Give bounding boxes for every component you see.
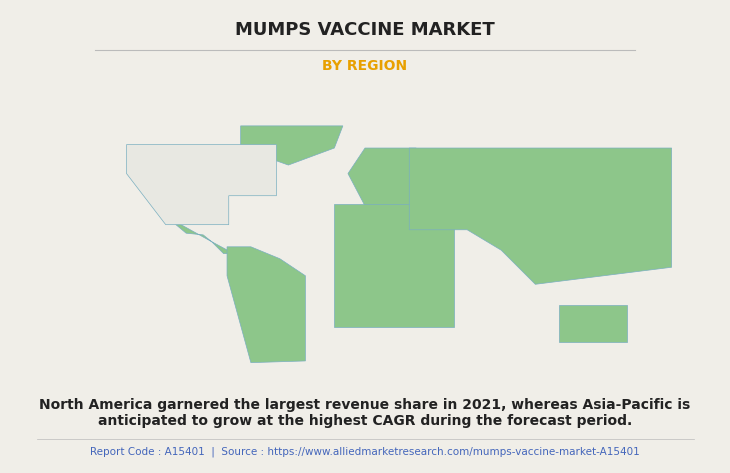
Polygon shape xyxy=(559,305,627,342)
Text: BY REGION: BY REGION xyxy=(323,59,407,73)
Polygon shape xyxy=(241,126,343,165)
Polygon shape xyxy=(334,204,453,327)
Polygon shape xyxy=(227,247,305,363)
Polygon shape xyxy=(410,148,672,284)
Polygon shape xyxy=(348,148,416,206)
Text: MUMPS VACCINE MARKET: MUMPS VACCINE MARKET xyxy=(235,21,495,39)
Text: Report Code : A15401  |  Source : https://www.alliedmarketresearch.com/mumps-vac: Report Code : A15401 | Source : https://… xyxy=(90,447,640,457)
Polygon shape xyxy=(166,216,234,254)
Text: North America garnered the largest revenue share in 2021, whereas Asia-Pacific i: North America garnered the largest reven… xyxy=(39,398,691,429)
Polygon shape xyxy=(126,145,277,225)
